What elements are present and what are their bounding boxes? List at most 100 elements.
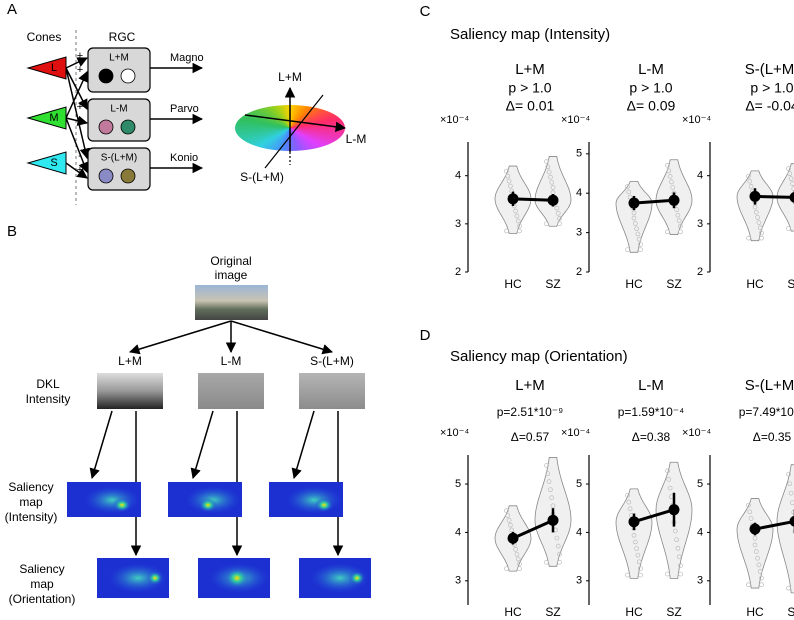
violin-dot	[746, 582, 751, 588]
violin-dot	[674, 207, 679, 212]
violin-dot	[514, 551, 520, 557]
rgc-dot	[98, 119, 114, 135]
violin-dot	[757, 569, 763, 574]
violin-dot	[636, 559, 642, 565]
mean-point	[507, 193, 519, 205]
violin-dot	[746, 502, 751, 508]
violin-dot	[544, 159, 549, 164]
violin-dot	[638, 566, 643, 571]
violin-dot	[748, 516, 754, 521]
sign: -	[78, 150, 82, 162]
annotation: p > 1.0	[508, 80, 551, 96]
x-tick-label: HC	[504, 277, 522, 291]
label: DKL	[36, 377, 60, 391]
chart-title: L+M	[515, 377, 545, 394]
label: map	[30, 577, 54, 591]
violin-dot	[753, 549, 759, 554]
pathway-label: Magno	[170, 52, 204, 64]
annotation: p > 1.0	[750, 80, 793, 96]
violin-dot	[787, 481, 793, 487]
dkl-image	[299, 373, 365, 409]
violin-dot	[549, 495, 555, 501]
y-tick-label: 4	[455, 526, 461, 538]
axis-multiplier: ×10⁻⁴	[440, 427, 469, 439]
x-tick-label: SZ	[787, 277, 794, 291]
panel-title: Saliency map (Intensity)	[450, 26, 610, 43]
violin-dot	[678, 229, 683, 235]
violin-dot	[517, 228, 522, 234]
violin-dot	[505, 513, 511, 518]
x-tick-label: HC	[504, 605, 522, 619]
violin-dot	[756, 562, 762, 568]
mean-connector	[633, 508, 675, 524]
violin-dot	[513, 208, 518, 214]
cone-label: S	[50, 157, 57, 169]
violin-dot	[513, 547, 518, 552]
violin-dot	[746, 173, 751, 179]
violin-dot	[756, 220, 762, 225]
violin-dot	[554, 535, 560, 541]
violin	[615, 180, 653, 253]
label: L-M	[346, 132, 367, 146]
violin-dot	[753, 209, 759, 215]
y-tick-label: 4	[455, 170, 461, 182]
violin-dot	[508, 183, 513, 189]
panel-label: A	[7, 1, 17, 18]
violin-dot	[626, 499, 632, 505]
violin-dot	[678, 563, 683, 568]
violin-dot	[506, 517, 512, 523]
violin-dot	[625, 247, 630, 253]
violin-dot	[544, 221, 549, 227]
violin-dot	[752, 542, 758, 548]
x-tick-label: SZ	[545, 277, 560, 291]
violin-dot	[788, 176, 794, 181]
axis-multiplier: ×10⁻⁴	[682, 114, 711, 126]
sign: +	[77, 164, 83, 176]
violin-dot	[555, 210, 561, 216]
label: Saliency	[19, 562, 64, 576]
violin-dot	[544, 463, 549, 468]
violin-dot	[514, 213, 520, 219]
violin-dot	[638, 247, 643, 253]
violin-dot	[747, 178, 753, 184]
mean-point	[628, 516, 640, 528]
violin-dot	[665, 571, 670, 577]
x-tick-label: SZ	[666, 605, 681, 619]
violin-dot	[676, 218, 682, 224]
violin-dot	[554, 205, 560, 211]
violin	[736, 170, 774, 242]
violin-dot	[669, 179, 674, 185]
mean-point	[547, 194, 559, 206]
mean-point	[547, 514, 559, 526]
saliency-blob	[286, 486, 342, 514]
violin-dot	[759, 575, 764, 581]
heading: Cones	[27, 30, 62, 44]
saliency-blob	[225, 568, 249, 588]
y-tick-label: 5	[576, 148, 582, 160]
violin-dot	[635, 552, 641, 558]
rgc-dot	[120, 119, 136, 135]
rgc-dot	[120, 68, 136, 84]
x-tick-label: HC	[625, 605, 643, 619]
mean-point	[789, 191, 794, 203]
label: Original	[210, 254, 251, 268]
arrow	[291, 410, 315, 480]
violin-dot	[549, 179, 555, 185]
violin-dot	[548, 174, 553, 180]
rgc-label: S-(L+M)	[101, 153, 137, 164]
annotation: p > 1.0	[629, 80, 672, 96]
violin-dot	[636, 236, 642, 242]
violin-dot	[678, 571, 683, 577]
annotation: Δ= 0.01	[506, 98, 555, 114]
violin-dot	[787, 171, 793, 177]
x-tick-label: SZ	[545, 605, 560, 619]
label: L+M	[118, 354, 142, 368]
violin-dot	[557, 559, 562, 565]
violin-dot	[788, 490, 794, 496]
panel-title: Saliency map (Orientation)	[450, 348, 628, 365]
violin-dot	[755, 215, 760, 220]
violin-dot	[546, 479, 552, 484]
rgc-label: L+M	[109, 53, 129, 64]
x-tick-label: HC	[746, 605, 764, 619]
mean-point	[668, 504, 680, 516]
